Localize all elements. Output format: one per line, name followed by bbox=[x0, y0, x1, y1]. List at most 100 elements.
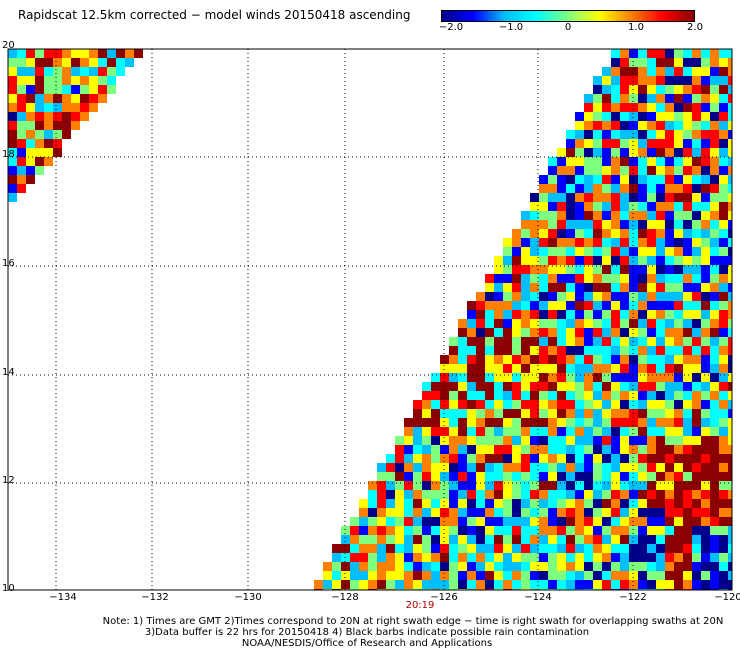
swath-cell bbox=[602, 220, 611, 229]
swath-cell bbox=[701, 571, 710, 580]
swath-cell bbox=[557, 463, 566, 472]
swath-cell bbox=[422, 526, 431, 535]
swath-cell bbox=[602, 553, 611, 562]
swath-cell bbox=[620, 427, 629, 436]
swath-cell bbox=[602, 175, 611, 184]
swath-cell bbox=[692, 85, 701, 94]
swath-cell bbox=[566, 130, 575, 139]
swath-cell bbox=[692, 409, 701, 418]
swath-cell bbox=[593, 409, 602, 418]
swath-cell bbox=[521, 472, 530, 481]
swath-cell bbox=[557, 553, 566, 562]
swath-cell bbox=[683, 265, 692, 274]
swath-cell bbox=[404, 499, 413, 508]
swath-cell bbox=[503, 535, 512, 544]
swath-cell bbox=[674, 346, 683, 355]
swath-cell bbox=[710, 265, 719, 274]
swath-cell bbox=[485, 499, 494, 508]
swath-cell bbox=[710, 490, 719, 499]
swath-cell bbox=[665, 400, 674, 409]
swath-cell bbox=[8, 139, 17, 148]
swath-cell bbox=[548, 229, 557, 238]
swath-cell bbox=[17, 148, 26, 157]
swath-cell bbox=[710, 274, 719, 283]
swath-cell bbox=[593, 229, 602, 238]
swath-cell bbox=[719, 103, 728, 112]
swath-cell bbox=[557, 184, 566, 193]
swath-cell bbox=[701, 130, 710, 139]
swath-cell bbox=[449, 373, 458, 382]
swath-cell bbox=[125, 58, 134, 67]
swath-cell bbox=[476, 391, 485, 400]
swath-cell bbox=[728, 418, 732, 427]
swath-cell bbox=[683, 184, 692, 193]
swath-cell bbox=[503, 238, 512, 247]
swath-cell bbox=[539, 391, 548, 400]
swath-cell bbox=[548, 418, 557, 427]
swath-cell bbox=[584, 526, 593, 535]
swath-cell bbox=[656, 148, 665, 157]
swath-cell bbox=[638, 256, 647, 265]
swath-cell bbox=[98, 94, 107, 103]
swath-cell bbox=[611, 274, 620, 283]
swath-cell bbox=[539, 283, 548, 292]
swath-cell bbox=[728, 472, 732, 481]
swath-cell bbox=[710, 130, 719, 139]
swath-cell bbox=[683, 103, 692, 112]
swath-cell bbox=[638, 265, 647, 274]
swath-cell bbox=[611, 103, 620, 112]
swath-cell bbox=[431, 544, 440, 553]
swath-cell bbox=[575, 337, 584, 346]
swath-cell bbox=[602, 67, 611, 76]
swath-cell bbox=[683, 220, 692, 229]
swath-cell bbox=[638, 229, 647, 238]
swath-cell bbox=[728, 265, 732, 274]
swath-cell bbox=[710, 166, 719, 175]
swath-cell bbox=[359, 508, 368, 517]
swath-cell bbox=[476, 310, 485, 319]
swath-cell bbox=[611, 67, 620, 76]
swath-cell bbox=[548, 328, 557, 337]
swath-cell bbox=[539, 292, 548, 301]
swath-cell bbox=[701, 49, 710, 58]
swath-cell bbox=[485, 580, 494, 589]
swath-cell bbox=[728, 85, 732, 94]
swath-cell bbox=[521, 409, 530, 418]
swath-cell bbox=[602, 544, 611, 553]
swath-cell bbox=[539, 535, 548, 544]
swath-cell bbox=[485, 562, 494, 571]
swath-cell bbox=[701, 211, 710, 220]
swath-cell bbox=[548, 355, 557, 364]
swath-cell bbox=[692, 553, 701, 562]
swath-cell bbox=[494, 553, 503, 562]
swath-cell bbox=[665, 220, 674, 229]
swath-cell bbox=[719, 202, 728, 211]
swath-cell bbox=[674, 193, 683, 202]
swath-cell bbox=[377, 517, 386, 526]
swath-cell bbox=[422, 553, 431, 562]
swath-cell bbox=[602, 337, 611, 346]
swath-cell bbox=[557, 517, 566, 526]
swath-cell bbox=[647, 229, 656, 238]
swath-cell bbox=[539, 454, 548, 463]
swath-cell bbox=[512, 463, 521, 472]
swath-cell bbox=[701, 490, 710, 499]
swath-cell bbox=[575, 229, 584, 238]
swath-cell bbox=[692, 454, 701, 463]
swath-cell bbox=[638, 328, 647, 337]
swath-cell bbox=[566, 553, 575, 562]
swath-cell bbox=[710, 544, 719, 553]
swath-cell bbox=[440, 418, 449, 427]
swath-cell bbox=[548, 481, 557, 490]
swath-cell bbox=[620, 445, 629, 454]
swath-cell bbox=[17, 58, 26, 67]
swath-cell bbox=[368, 535, 377, 544]
swath-cell bbox=[620, 409, 629, 418]
swath-cell bbox=[620, 355, 629, 364]
swath-cell bbox=[593, 121, 602, 130]
swath-cell bbox=[629, 103, 638, 112]
swath-cell bbox=[386, 472, 395, 481]
swath-cell bbox=[728, 571, 732, 580]
swath-cell bbox=[611, 184, 620, 193]
swath-cell bbox=[62, 67, 71, 76]
